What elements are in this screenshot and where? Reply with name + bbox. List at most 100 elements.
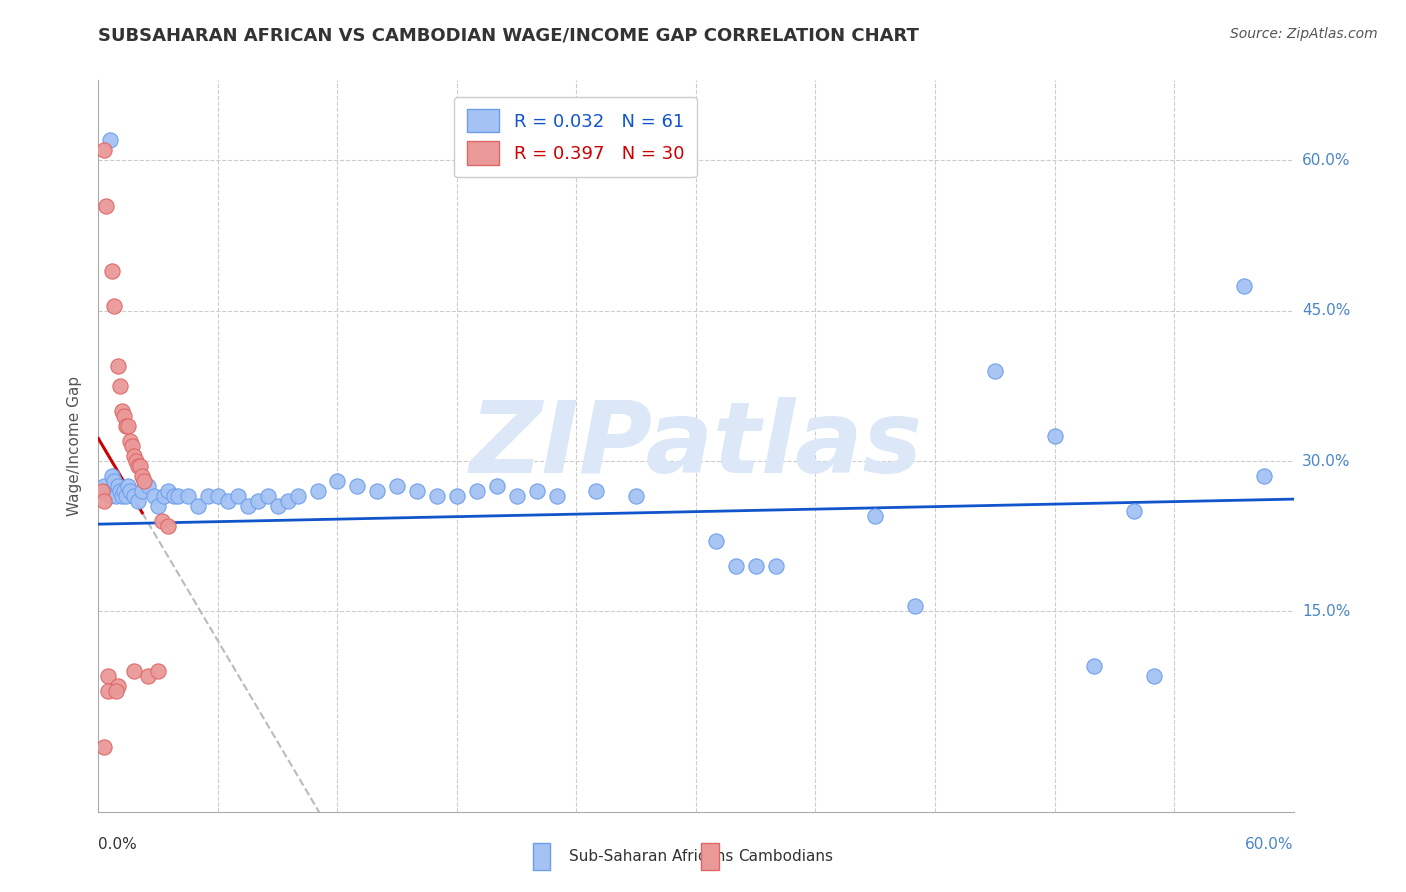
Point: [107, 359, 129, 373]
Point: [226, 489, 249, 503]
Point: [287, 489, 309, 503]
Text: 45.0%: 45.0%: [1302, 303, 1350, 318]
Point: [111, 489, 134, 503]
Point: [129, 458, 152, 473]
Text: Cambodians: Cambodians: [738, 849, 834, 863]
Text: ZIPatlas: ZIPatlas: [470, 398, 922, 494]
Point: [167, 489, 190, 503]
Point: [124, 489, 146, 503]
Point: [110, 484, 132, 499]
Point: [105, 684, 128, 698]
Point: [134, 474, 156, 488]
Point: [207, 489, 229, 503]
Point: [131, 469, 153, 483]
Point: [98, 489, 122, 503]
Point: [236, 499, 259, 513]
Point: [93, 144, 115, 158]
Point: [546, 489, 568, 503]
Point: [385, 479, 409, 493]
Point: [96, 198, 118, 212]
Point: [506, 489, 529, 503]
Legend: R = 0.032   N = 61, R = 0.397   N = 30: R = 0.032 N = 61, R = 0.397 N = 30: [454, 96, 697, 178]
Point: [765, 559, 787, 574]
Text: Sub-Saharan Africans: Sub-Saharan Africans: [569, 849, 734, 863]
Point: [1083, 659, 1105, 673]
Point: [148, 665, 170, 679]
Text: 60.0%: 60.0%: [1246, 837, 1294, 852]
Point: [307, 484, 329, 499]
Point: [117, 479, 139, 493]
Point: [983, 364, 1005, 378]
Text: Source: ZipAtlas.com: Source: ZipAtlas.com: [1230, 27, 1378, 41]
Point: [112, 409, 135, 423]
Point: [277, 494, 299, 508]
Point: [157, 519, 180, 533]
Point: [107, 479, 129, 493]
Point: [136, 669, 159, 683]
Point: [526, 484, 548, 499]
Point: [426, 489, 449, 503]
Point: [91, 484, 114, 499]
Point: [120, 434, 142, 448]
Point: [93, 479, 115, 493]
Point: [1123, 504, 1146, 518]
Point: [103, 299, 125, 313]
Point: [111, 404, 134, 418]
Point: [115, 419, 138, 434]
Point: [124, 665, 146, 679]
Text: 60.0%: 60.0%: [1302, 153, 1350, 168]
Text: SUBSAHARAN AFRICAN VS CAMBODIAN WAGE/INCOME GAP CORRELATION CHART: SUBSAHARAN AFRICAN VS CAMBODIAN WAGE/INC…: [98, 27, 920, 45]
Point: [267, 499, 290, 513]
Point: [124, 449, 146, 463]
Point: [157, 484, 180, 499]
Point: [197, 489, 219, 503]
Point: [97, 684, 120, 698]
Point: [101, 469, 124, 483]
Point: [153, 489, 176, 503]
Point: [127, 458, 149, 473]
Y-axis label: Wage/Income Gap: Wage/Income Gap: [67, 376, 83, 516]
Point: [187, 499, 209, 513]
Point: [485, 479, 508, 493]
Point: [105, 489, 128, 503]
Point: [131, 484, 153, 499]
Text: 30.0%: 30.0%: [1302, 453, 1350, 468]
Point: [136, 479, 159, 493]
Point: [93, 494, 115, 508]
Point: [121, 439, 143, 453]
Point: [112, 484, 135, 499]
Point: [177, 489, 200, 503]
Point: [163, 489, 186, 503]
Point: [120, 484, 142, 499]
Point: [326, 474, 349, 488]
Point: [125, 454, 148, 468]
Point: [745, 559, 768, 574]
Point: [117, 419, 139, 434]
Point: [1233, 278, 1256, 293]
Point: [585, 484, 607, 499]
Point: [115, 489, 138, 503]
Point: [724, 559, 747, 574]
Point: [127, 494, 149, 508]
Text: 0.0%: 0.0%: [98, 837, 138, 852]
Point: [143, 489, 166, 503]
Point: [624, 489, 647, 503]
Point: [465, 484, 488, 499]
Point: [103, 474, 125, 488]
Point: [704, 534, 727, 549]
Point: [904, 599, 927, 614]
Point: [256, 489, 278, 503]
Point: [217, 494, 239, 508]
Point: [148, 499, 170, 513]
Point: [346, 479, 368, 493]
Point: [97, 484, 120, 499]
Point: [863, 509, 886, 524]
Point: [93, 739, 115, 754]
Point: [110, 379, 132, 393]
Point: [150, 514, 173, 528]
Point: [1043, 429, 1066, 443]
Point: [246, 494, 269, 508]
Point: [107, 680, 129, 694]
Point: [101, 263, 124, 277]
Point: [446, 489, 468, 503]
